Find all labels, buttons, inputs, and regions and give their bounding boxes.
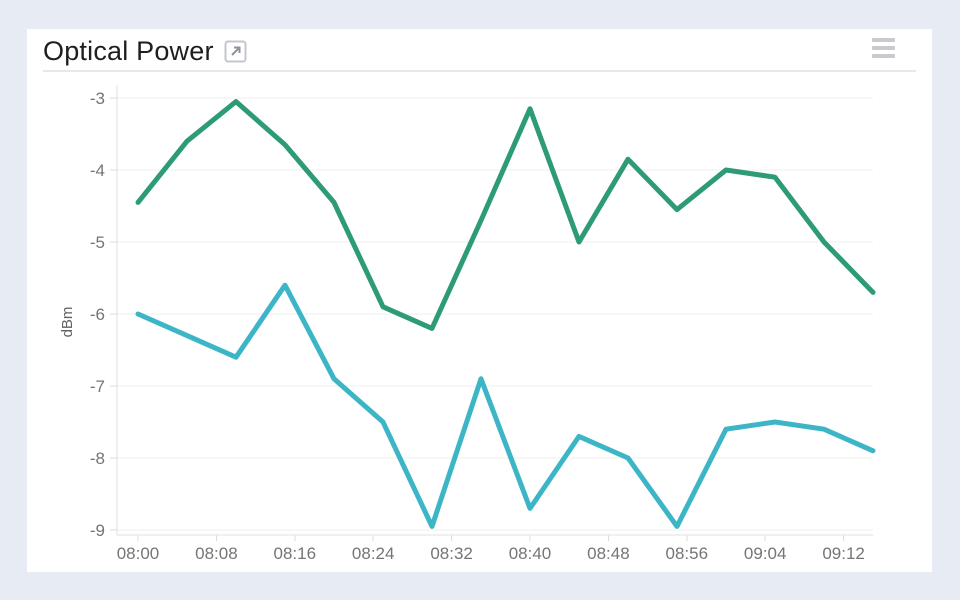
panel-title-row: Optical Power [43,29,247,66]
x-tick-label: 08:32 [430,544,473,563]
x-tick-label: 08:40 [509,544,552,563]
chart-panel: -3 -4 -5 -6 -7 -8 -9 08:00 08:08 08:16 08:24 08:32 0… [27,29,932,572]
y-tick-label: -6 [90,305,105,324]
x-tick-label: 08:16 [274,544,317,563]
y-tick-label: -9 [90,521,105,540]
x-tick-label: 08:00 [117,544,160,563]
x-tick-label: 08:48 [587,544,630,563]
open-in-new-icon[interactable] [224,40,247,63]
chart-canvas: -3 -4 -5 -6 -7 -8 -9 08:00 08:08 08:16 08:24 08:32 0… [59,85,876,563]
panel-title: Optical Power [43,36,214,66]
x-tick-label: 08:08 [195,544,238,563]
series-line-series-1-green [135,99,876,331]
y-axis-title: dBm [59,307,76,338]
x-tick-label: 08:56 [666,544,709,563]
series-line-series-2-cyan [135,282,876,529]
y-tick-label: -3 [90,89,105,108]
x-tick-label: 08:24 [352,544,395,563]
y-tick-label: -8 [90,449,105,468]
y-tick-label: -4 [90,161,105,180]
panel-header: Optical Power [43,29,916,72]
panel-menu-button[interactable] [872,38,895,58]
y-tick-label: -7 [90,377,105,396]
hamburger-menu-icon [872,46,895,50]
y-tick-label: -5 [90,233,105,252]
hamburger-menu-icon [872,54,895,58]
x-tick-label: 09:04 [744,544,787,563]
x-tick-label: 09:12 [822,544,865,563]
hamburger-menu-icon [872,38,895,42]
